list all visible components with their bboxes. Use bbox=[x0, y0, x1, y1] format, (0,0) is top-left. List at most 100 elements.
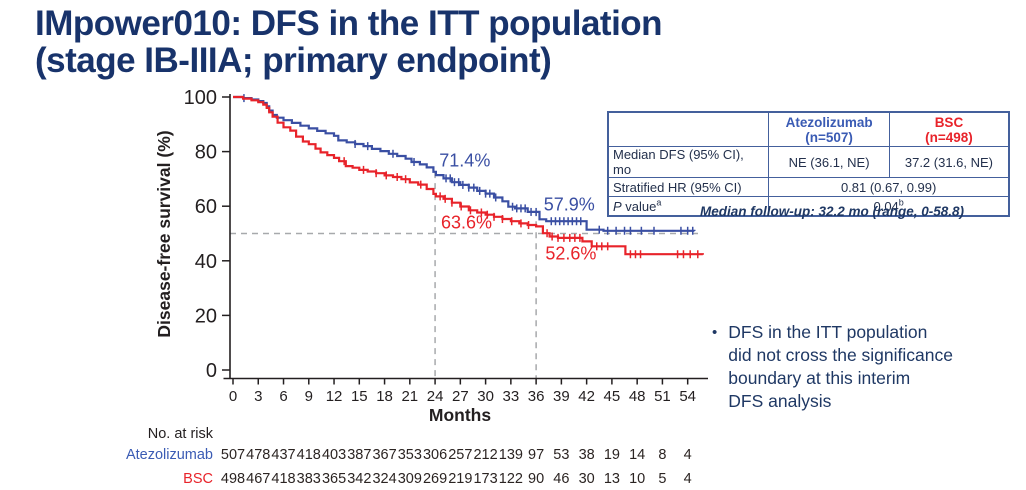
y-tick-label: 40 bbox=[195, 251, 217, 273]
x-tick-label: 48 bbox=[629, 388, 646, 405]
at-risk-value: 403 bbox=[322, 447, 346, 463]
median-dfs-bsc: 37.2 (31.6, NE) bbox=[888, 146, 1010, 178]
at-risk-value: 324 bbox=[372, 471, 396, 487]
p-italic: P bbox=[613, 198, 622, 214]
x-tick-label: 24 bbox=[427, 388, 444, 405]
at-risk-value: 418 bbox=[271, 471, 295, 487]
at-risk-value: 342 bbox=[347, 471, 371, 487]
table-corner-cell bbox=[607, 111, 770, 147]
at-risk-value: 387 bbox=[347, 447, 371, 463]
summary-table: Atezolizumab (n=507) BSC (n=498) Median … bbox=[607, 111, 1010, 217]
at-risk-value: 5 bbox=[658, 471, 666, 487]
at-risk-value: 507 bbox=[221, 447, 245, 463]
table-header-row: Atezolizumab (n=507) BSC (n=498) bbox=[607, 111, 1010, 147]
at-risk-value: 383 bbox=[297, 471, 321, 487]
at-risk-value: 10 bbox=[629, 471, 645, 487]
at-risk-value: 418 bbox=[297, 447, 321, 463]
x-tick-label: 30 bbox=[477, 388, 494, 405]
at-risk-value: 353 bbox=[398, 447, 422, 463]
row-label: Median DFS (95% CI), mo bbox=[607, 146, 770, 178]
x-tick-label: 6 bbox=[279, 388, 287, 405]
y-tick-label: 100 bbox=[184, 87, 217, 109]
at-risk-value: 13 bbox=[604, 471, 620, 487]
bullet-line: DFS analysis bbox=[728, 391, 832, 411]
x-axis-title: Months bbox=[429, 405, 491, 425]
at-risk-value: 46 bbox=[553, 471, 569, 487]
at-risk-value: 38 bbox=[579, 447, 595, 463]
at-risk-value: 30 bbox=[579, 471, 595, 487]
at-risk-value: 90 bbox=[528, 471, 544, 487]
col-header-line2: (n=498) bbox=[925, 129, 973, 145]
x-tick-label: 12 bbox=[326, 388, 343, 405]
at-risk-value: 437 bbox=[271, 447, 295, 463]
bullet-line: boundary at this interim bbox=[728, 368, 911, 388]
p-value-number: 0.04 bbox=[873, 198, 899, 214]
at-risk-value: 53 bbox=[553, 447, 569, 463]
at-risk-value: 309 bbox=[398, 471, 422, 487]
no-at-risk-heading: No. at risk bbox=[148, 426, 214, 442]
y-tick-label: 0 bbox=[206, 360, 217, 382]
x-tick-label: 36 bbox=[528, 388, 545, 405]
page-title-line-2: (stage IB-IIIA; primary endpoint) bbox=[35, 41, 552, 80]
median-followup-note: Median follow-up: 32.2 mo (range, 0-58.8… bbox=[700, 204, 965, 219]
stratified-hr-value: 0.81 (0.67, 0.99) bbox=[768, 177, 1010, 197]
x-tick-label: 45 bbox=[604, 388, 621, 405]
x-tick-label: 18 bbox=[376, 388, 393, 405]
at-risk-value: 269 bbox=[423, 471, 447, 487]
at-risk-value: 8 bbox=[658, 447, 666, 463]
bullet-line: DFS in the ITT population bbox=[728, 322, 928, 342]
p-value-superscript: b bbox=[898, 197, 904, 208]
x-tick-label: 0 bbox=[229, 388, 237, 405]
x-tick-label: 33 bbox=[503, 388, 520, 405]
at-risk-value: 212 bbox=[473, 447, 497, 463]
at-risk-value: 14 bbox=[629, 447, 645, 463]
km-annotation-63.6pct: 63.6% bbox=[441, 212, 492, 232]
y-tick-label: 20 bbox=[195, 305, 217, 327]
km-annotation-57.9pct: 57.9% bbox=[544, 194, 595, 214]
column-header-atezolizumab: Atezolizumab (n=507) bbox=[768, 111, 890, 147]
row-label: Stratified HR (95% CI) bbox=[607, 177, 770, 197]
at-risk-value: 122 bbox=[499, 471, 523, 487]
at-risk-value: 478 bbox=[246, 447, 270, 463]
col-header-line2: (n=507) bbox=[805, 129, 853, 145]
page-title-line-1: IMpower010: DFS in the ITT population bbox=[35, 4, 663, 43]
km-curve-atezolizumab bbox=[233, 95, 696, 232]
x-tick-label: 27 bbox=[452, 388, 469, 405]
at-risk-value: 139 bbox=[499, 447, 523, 463]
p-value: 0.04b bbox=[768, 196, 1010, 217]
table-row-stratified-hr: Stratified HR (95% CI) 0.81 (0.67, 0.99) bbox=[607, 177, 1010, 197]
table-row-p-value: P valuea 0.04b bbox=[607, 196, 1010, 217]
bullet-text: DFS in the ITT population did not cross … bbox=[728, 321, 953, 413]
p-label-text: value bbox=[621, 198, 657, 214]
y-tick-label: 80 bbox=[195, 142, 217, 164]
at-risk-value: 219 bbox=[448, 471, 472, 487]
x-tick-label: 51 bbox=[654, 388, 671, 405]
x-tick-label: 9 bbox=[305, 388, 313, 405]
page-title: IMpower010: DFS in the ITT population (s… bbox=[35, 4, 663, 80]
median-dfs-atezolizumab: NE (36.1, NE) bbox=[768, 146, 890, 178]
km-annotation-52.6pct: 52.6% bbox=[545, 243, 596, 263]
table-row-median-dfs: Median DFS (95% CI), mo NE (36.1, NE) 37… bbox=[607, 146, 1010, 178]
y-tick-label: 60 bbox=[195, 196, 217, 218]
row-label: P valuea bbox=[607, 196, 770, 217]
at-risk-value: 365 bbox=[322, 471, 346, 487]
km-curve-bsc bbox=[233, 95, 704, 256]
at-risk-row-label-atezolizumab: Atezolizumab bbox=[126, 447, 213, 463]
takeaway-bullet: • DFS in the ITT population did not cros… bbox=[712, 321, 953, 413]
at-risk-row-label-bsc: BSC bbox=[183, 471, 213, 487]
at-risk-value: 97 bbox=[528, 447, 544, 463]
x-tick-label: 42 bbox=[578, 388, 595, 405]
at-risk-value: 19 bbox=[604, 447, 620, 463]
at-risk-value: 173 bbox=[473, 471, 497, 487]
at-risk-value: 498 bbox=[221, 471, 245, 487]
x-tick-label: 21 bbox=[401, 388, 418, 405]
x-tick-label: 39 bbox=[553, 388, 570, 405]
p-label-superscript: a bbox=[656, 197, 662, 208]
at-risk-value: 306 bbox=[423, 447, 447, 463]
bullet-marker-icon: • bbox=[712, 324, 718, 341]
at-risk-value: 467 bbox=[246, 471, 270, 487]
col-header-line1: BSC bbox=[934, 114, 964, 130]
at-risk-value: 4 bbox=[684, 471, 692, 487]
